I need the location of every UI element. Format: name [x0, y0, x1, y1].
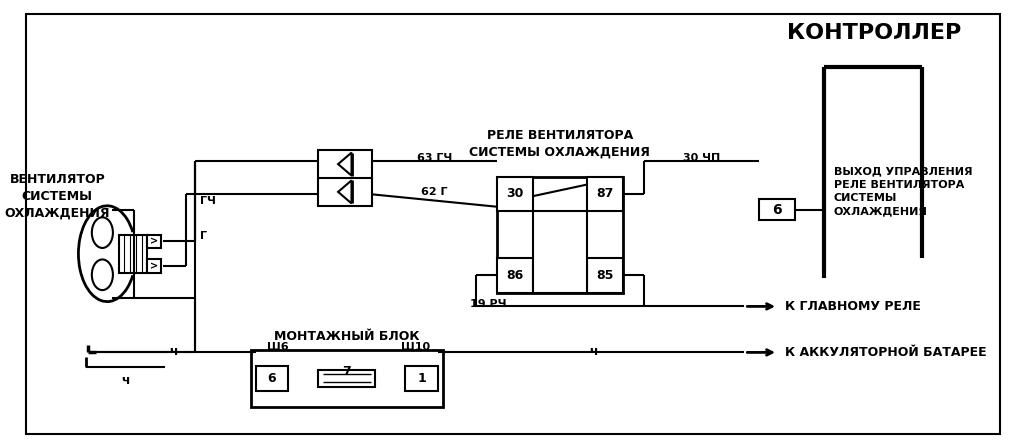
Text: 86: 86	[506, 269, 524, 282]
Text: ч: ч	[121, 375, 129, 388]
Bar	[256, 366, 289, 391]
Text: 6: 6	[772, 202, 782, 217]
Text: К АККУЛЯТОРНОЙ БАТАРЕЕ: К АККУЛЯТОРНОЙ БАТАРЕЕ	[785, 346, 986, 359]
Text: 62 Г: 62 Г	[421, 187, 448, 197]
Text: РЕЛЕ ВЕНТИЛЯТОРА
СИСТЕМЫ ОХЛАЖДЕНИЯ: РЕЛЕ ВЕНТИЛЯТОРА СИСТЕМЫ ОХЛАЖДЕНИЯ	[469, 129, 650, 159]
Text: ВЕНТИЛЯТОР
СИСТЕМЫ
ОХЛАЖДЕНИЯ: ВЕНТИЛЯТОР СИСТЕМЫ ОХЛАЖДЕНИЯ	[4, 173, 110, 220]
Text: К ГЛАВНОМУ РЕЛЕ: К ГЛАВНОМУ РЕЛЕ	[785, 300, 920, 313]
Bar	[497, 258, 533, 293]
Text: 30 ЧП: 30 ЧП	[683, 153, 720, 163]
Bar	[251, 349, 443, 407]
Text: КОНТРОЛЛЕР: КОНТРОЛЛЕР	[787, 23, 961, 43]
Text: 85: 85	[597, 269, 614, 282]
Text: Г: Г	[200, 232, 207, 241]
Text: ч: ч	[589, 345, 598, 358]
Text: ч: ч	[169, 345, 178, 358]
Bar	[587, 258, 622, 293]
Text: ГЧ: ГЧ	[200, 196, 216, 206]
Text: 30: 30	[506, 187, 524, 200]
Bar	[318, 150, 372, 206]
Text: 19 РЧ: 19 РЧ	[469, 299, 506, 309]
Text: >: >	[150, 261, 158, 271]
Text: >: >	[150, 236, 158, 246]
Bar	[497, 177, 622, 293]
Text: 6: 6	[268, 372, 276, 385]
Bar	[759, 199, 795, 220]
Bar	[119, 235, 148, 273]
Text: 63 ГЧ: 63 ГЧ	[417, 153, 452, 163]
Text: МОНТАЖНЫЙ БЛОК: МОНТАЖНЫЙ БЛОК	[274, 330, 419, 343]
Bar	[533, 211, 587, 293]
Bar	[148, 259, 161, 273]
Text: 87: 87	[597, 187, 614, 200]
Text: 7: 7	[342, 365, 351, 378]
Text: Ш10: Ш10	[402, 342, 430, 352]
Bar	[148, 235, 161, 248]
Bar	[318, 370, 376, 387]
Bar	[587, 177, 622, 211]
Bar	[406, 366, 438, 391]
Text: ВЫХОД УПРАВЛЕНИЯ
РЕЛЕ ВЕНТИЛЯТОРА
СИСТЕМЫ
ОХЛАЖДЕНИЯ: ВЫХОД УПРАВЛЕНИЯ РЕЛЕ ВЕНТИЛЯТОРА СИСТЕМ…	[834, 167, 972, 216]
Bar	[497, 177, 533, 211]
Text: Ш6: Ш6	[267, 342, 289, 352]
Text: 1: 1	[417, 372, 426, 385]
